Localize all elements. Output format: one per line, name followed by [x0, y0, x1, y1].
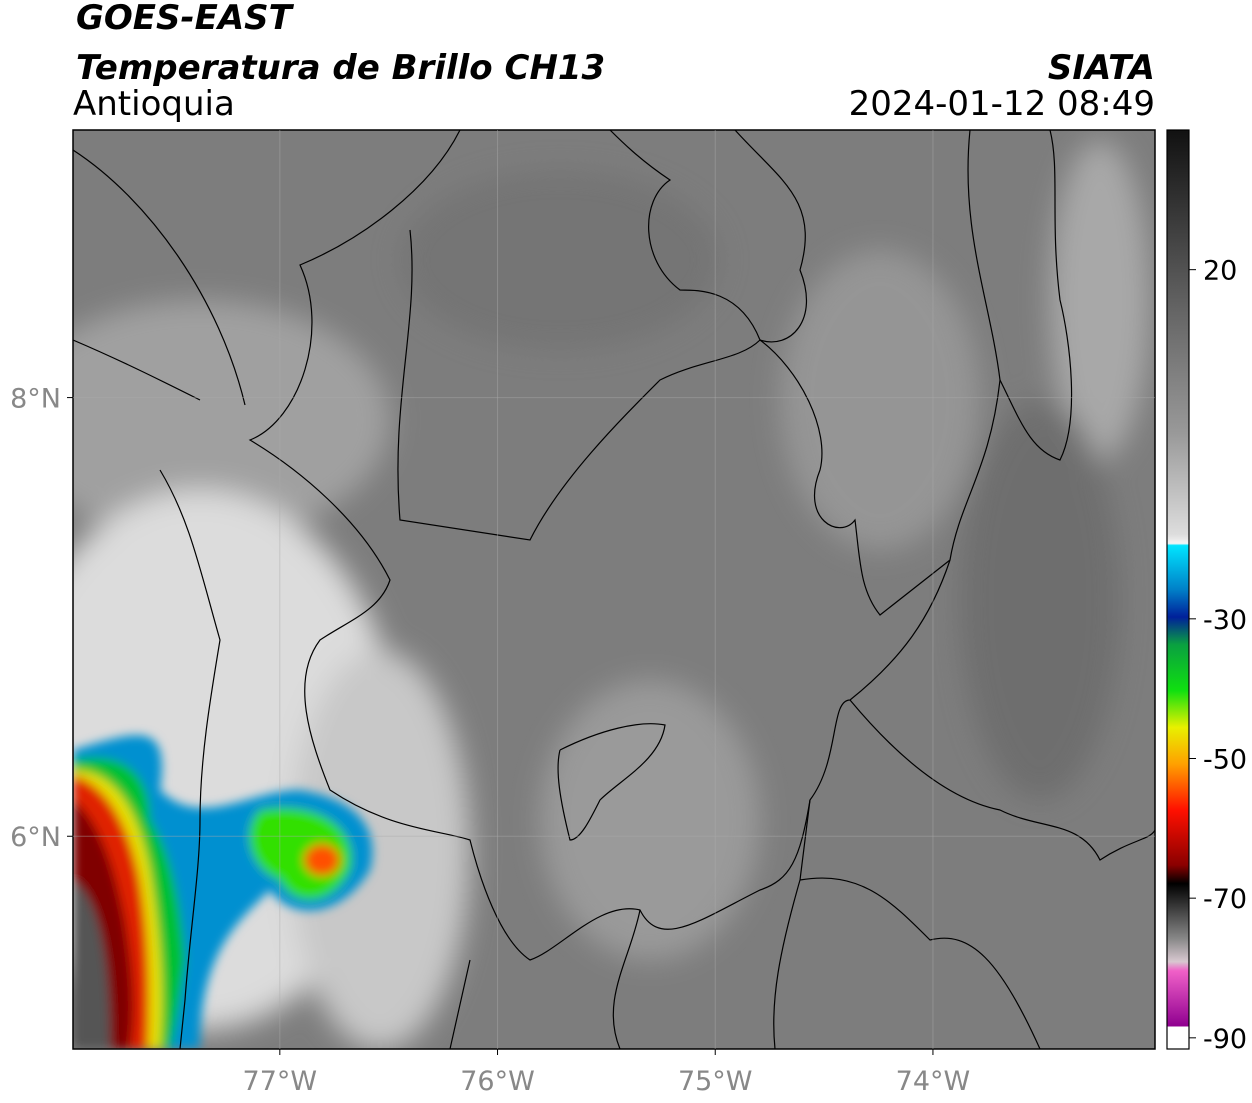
datetime: 2024-01-12 08:49: [849, 84, 1155, 124]
y-tick-label: 6°N: [10, 822, 61, 853]
subtitle: Temperatura de Brillo CH13: [76, 48, 605, 88]
colorbar-tick-label: 20: [1203, 256, 1237, 287]
y-tick-label: 8°N: [10, 384, 61, 415]
map-image: [73, 130, 1155, 1049]
map-frame: [72, 129, 1156, 1050]
x-tick-label: 77°W: [243, 1066, 318, 1097]
source: SIATA: [1048, 48, 1155, 88]
colorbar-tick-label: -30: [1203, 605, 1247, 636]
colorbar: [1166, 129, 1190, 1050]
x-tick-label: 75°W: [678, 1066, 753, 1097]
title: GOES-EAST: [76, 0, 295, 38]
colorbar-tick-label: -70: [1203, 884, 1247, 915]
colorbar-tick-label: -50: [1203, 744, 1247, 775]
x-tick-label: 76°W: [460, 1066, 535, 1097]
colorbar-tick-label: -90: [1203, 1024, 1247, 1055]
region: Antioquia: [73, 84, 235, 124]
x-tick-label: 74°W: [896, 1066, 971, 1097]
